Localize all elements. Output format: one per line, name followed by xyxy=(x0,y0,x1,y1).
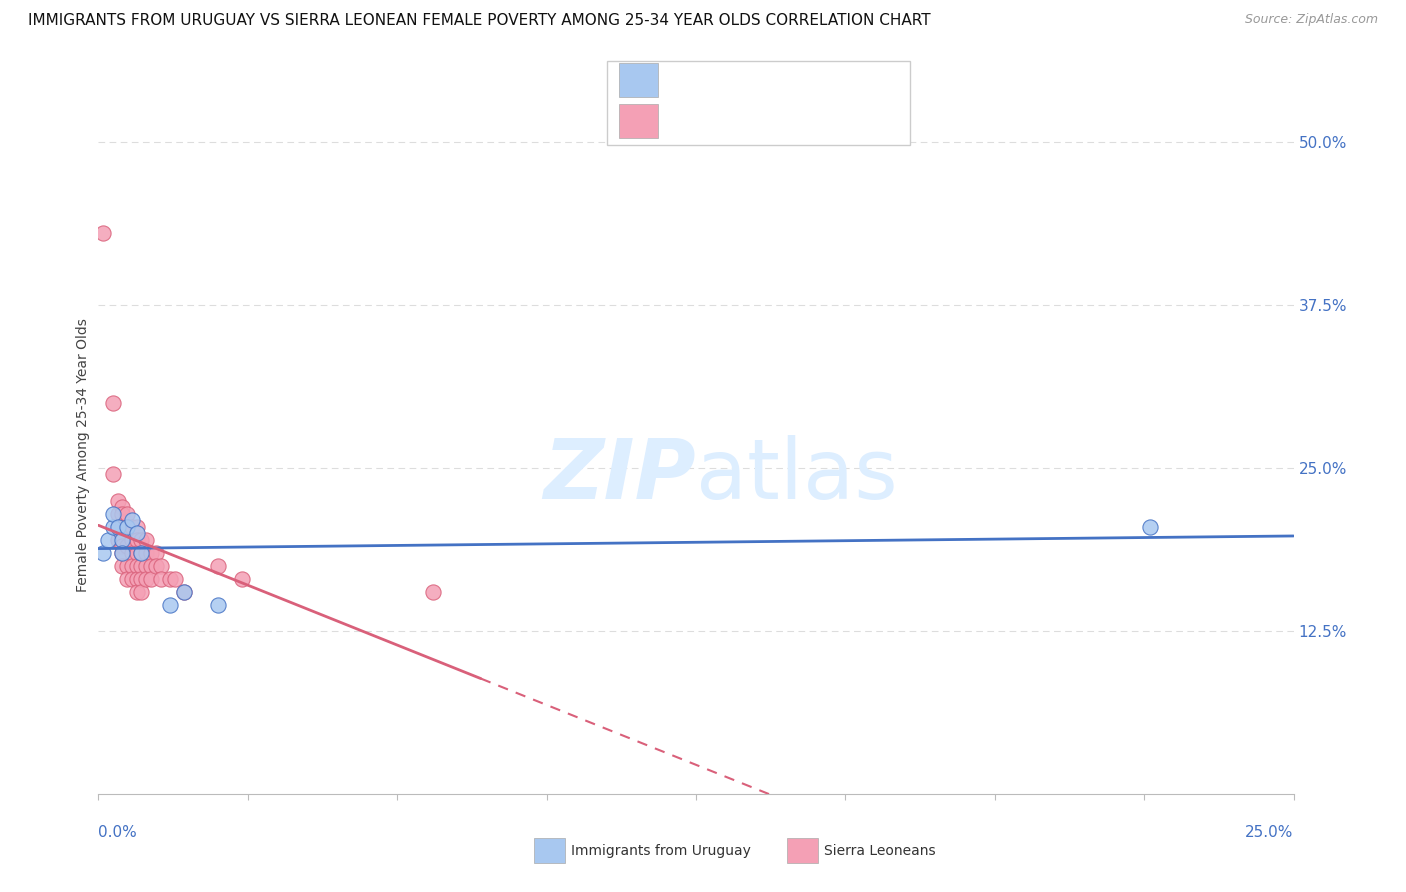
Point xyxy=(111,546,134,560)
Point xyxy=(131,572,153,586)
Point xyxy=(131,533,153,547)
Point xyxy=(173,584,195,599)
Point xyxy=(125,558,148,573)
Point xyxy=(131,584,153,599)
Point xyxy=(231,572,253,586)
Text: 0.233: 0.233 xyxy=(714,71,768,89)
Point xyxy=(115,558,138,573)
Text: 51: 51 xyxy=(824,112,846,130)
Point xyxy=(115,507,138,521)
Y-axis label: Female Poverty Among 25-34 Year Olds: Female Poverty Among 25-34 Year Olds xyxy=(76,318,90,592)
Point xyxy=(145,558,167,573)
Point xyxy=(121,513,143,527)
Text: Source: ZipAtlas.com: Source: ZipAtlas.com xyxy=(1244,13,1378,27)
Text: R =: R = xyxy=(672,112,709,130)
Point xyxy=(101,396,124,410)
Text: 25.0%: 25.0% xyxy=(1246,825,1294,840)
Point xyxy=(139,546,162,560)
Text: IMMIGRANTS FROM URUGUAY VS SIERRA LEONEAN FEMALE POVERTY AMONG 25-34 YEAR OLDS C: IMMIGRANTS FROM URUGUAY VS SIERRA LEONEA… xyxy=(28,13,931,29)
Text: Sierra Leoneans: Sierra Leoneans xyxy=(824,844,935,858)
Point xyxy=(121,519,143,533)
Point xyxy=(111,539,134,553)
Point xyxy=(97,533,120,547)
Text: atlas: atlas xyxy=(696,434,897,516)
Point xyxy=(101,507,124,521)
Point xyxy=(101,467,124,482)
Point xyxy=(139,572,162,586)
Point xyxy=(121,572,143,586)
Point xyxy=(115,539,138,553)
Point xyxy=(91,546,114,560)
Point xyxy=(125,572,148,586)
Point xyxy=(121,533,143,547)
Point xyxy=(149,558,172,573)
Point xyxy=(111,507,134,521)
Point xyxy=(107,493,129,508)
Point xyxy=(111,546,134,560)
Point xyxy=(107,533,129,547)
Text: R =: R = xyxy=(672,71,709,89)
Point xyxy=(121,558,143,573)
Point xyxy=(115,572,138,586)
Point xyxy=(173,584,195,599)
Point xyxy=(101,519,124,533)
Point xyxy=(135,546,157,560)
Point xyxy=(125,584,148,599)
Point xyxy=(1139,519,1161,533)
Point xyxy=(131,546,153,560)
Point xyxy=(111,500,134,514)
Point xyxy=(131,558,153,573)
Point xyxy=(107,519,129,533)
Point xyxy=(159,598,181,612)
Point xyxy=(135,572,157,586)
Text: Immigrants from Uruguay: Immigrants from Uruguay xyxy=(571,844,751,858)
Point xyxy=(111,558,134,573)
Text: 0.130: 0.130 xyxy=(714,112,766,130)
Point xyxy=(111,519,134,533)
Point xyxy=(207,558,229,573)
Text: 15: 15 xyxy=(824,71,846,89)
Point xyxy=(145,546,167,560)
Text: 0.0%: 0.0% xyxy=(98,825,138,840)
Point xyxy=(131,546,153,560)
Point xyxy=(107,519,129,533)
Point xyxy=(111,533,134,547)
Point xyxy=(125,526,148,541)
Point xyxy=(121,546,143,560)
Point xyxy=(115,519,138,533)
Point xyxy=(135,558,157,573)
Point xyxy=(125,546,148,560)
Point xyxy=(159,572,181,586)
Text: N =: N = xyxy=(779,112,815,130)
Point xyxy=(149,572,172,586)
Point xyxy=(125,519,148,533)
Point xyxy=(135,533,157,547)
Point xyxy=(139,558,162,573)
Point xyxy=(107,507,129,521)
Point xyxy=(115,519,138,533)
Text: ZIP: ZIP xyxy=(543,434,696,516)
Point xyxy=(207,598,229,612)
Point xyxy=(163,572,186,586)
Point xyxy=(91,227,114,241)
Point xyxy=(422,584,444,599)
Text: N =: N = xyxy=(779,71,815,89)
Point xyxy=(125,533,148,547)
